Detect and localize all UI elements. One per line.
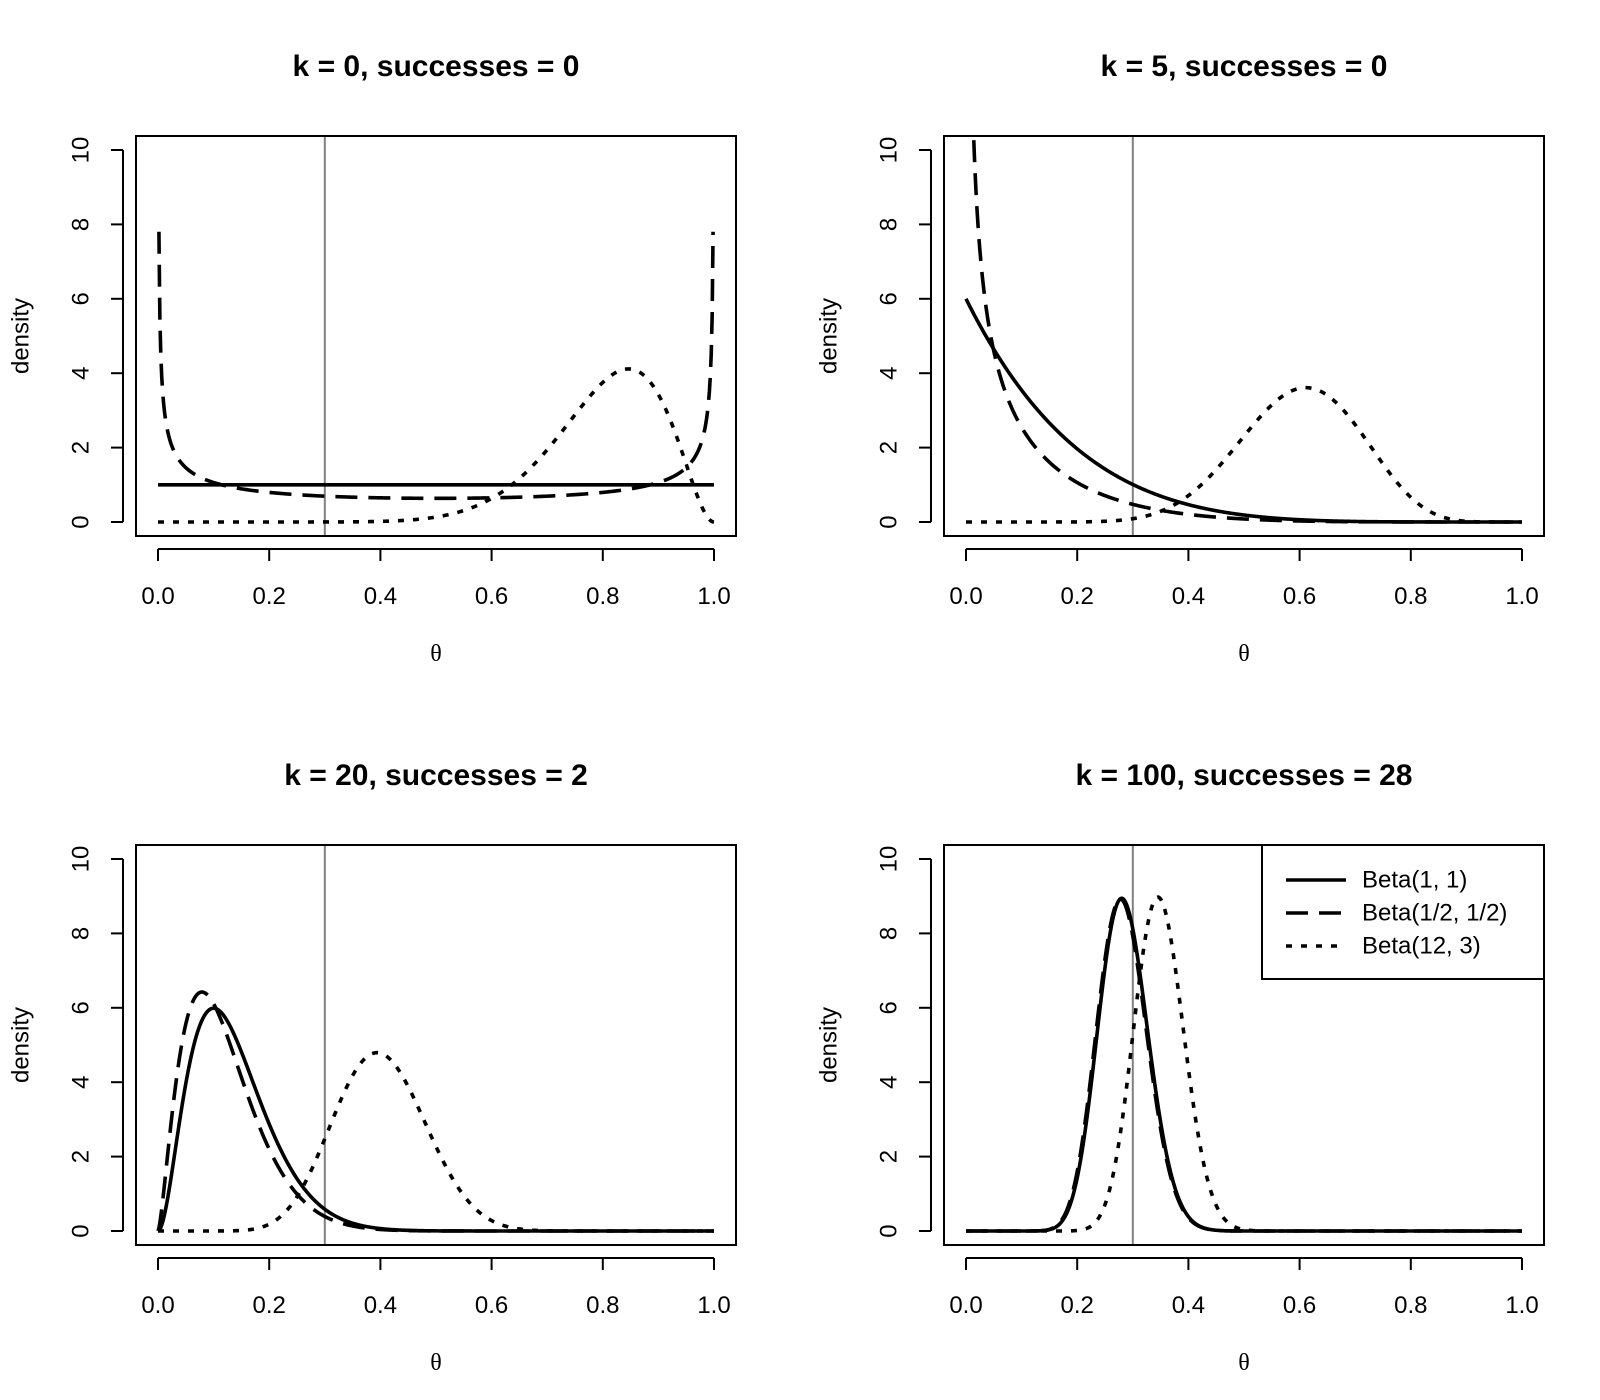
y-tick-label: 8 (876, 927, 903, 940)
x-tick-label: 0.0 (141, 583, 174, 610)
x-tick-label: 1.0 (697, 583, 730, 610)
y-axis: 0 2 4 6 8 10 (68, 846, 124, 1238)
y-tick-label: 2 (68, 1150, 95, 1163)
series-line-dotted (157, 367, 715, 524)
x-tick-label: 0.0 (141, 1292, 174, 1319)
x-axis-label: θ (430, 641, 442, 667)
y-tick-label: 0 (68, 515, 95, 528)
series-group (157, 231, 715, 524)
series-line-dotted (157, 1050, 715, 1233)
y-tick-label: 8 (68, 218, 95, 231)
y-tick-label: 6 (876, 292, 903, 305)
y-tick-label: 6 (876, 1001, 903, 1014)
series-group (156, 990, 715, 1233)
series-line-dashed (971, 136, 1523, 524)
y-tick-label: 10 (68, 137, 95, 164)
series-line-solid (157, 1006, 715, 1233)
x-tick-label: 1.0 (697, 1292, 730, 1319)
x-axis-label: θ (430, 1350, 442, 1376)
x-axis: 0.0 0.2 0.4 0.6 0.8 1.0 (141, 1257, 731, 1319)
x-axis: 0.0 0.2 0.4 0.6 0.8 1.0 (949, 1257, 1539, 1319)
x-tick-label: 0.8 (1394, 583, 1427, 610)
x-tick-label: 0.8 (586, 583, 619, 610)
y-tick-label: 6 (68, 292, 95, 305)
plot-frame (943, 844, 1545, 1246)
y-tick-label: 2 (68, 441, 95, 454)
series-line-dotted (965, 895, 1523, 1233)
y-tick-label: 10 (68, 846, 95, 873)
legend: Beta(1, 1) Beta(1/2, 1/2) Beta(12, 3) (1261, 844, 1545, 980)
plot-frame (943, 135, 1545, 537)
y-tick-label: 8 (68, 927, 95, 940)
x-tick-label: 0.4 (1172, 1292, 1205, 1319)
series-line-dashed (156, 990, 715, 1233)
plot-frame (135, 135, 737, 537)
legend-label: Beta(1, 1) (1362, 867, 1467, 894)
y-axis-label: density (816, 1007, 843, 1083)
legend-label: Beta(12, 3) (1362, 933, 1481, 960)
y-axis-label: density (8, 1007, 35, 1083)
series-group (965, 895, 1523, 1233)
panel-2: k = 5, successes = 0 0.0 0.2 0.4 0.6 0.8 1.0 θ 0… (816, 50, 1545, 667)
y-axis: 0 2 4 6 8 10 (876, 846, 932, 1238)
y-tick-label: 2 (876, 441, 903, 454)
x-tick-label: 0.0 (949, 1292, 982, 1319)
legend-label: Beta(1/2, 1/2) (1362, 900, 1507, 927)
y-tick-label: 4 (68, 1076, 95, 1089)
y-tick-label: 0 (876, 515, 903, 528)
y-axis: 0 2 4 6 8 10 (876, 137, 932, 529)
y-tick-label: 4 (876, 1076, 903, 1089)
series-line-dashed (157, 231, 715, 501)
x-axis-label: θ (1238, 1350, 1250, 1376)
panel-3: k = 20, successes = 2 0.0 0.2 0.4 0.6 0.8 1.0 θ… (8, 759, 737, 1376)
chart-title: k = 100, successes = 28 (1076, 759, 1413, 792)
x-tick-label: 0.2 (253, 583, 286, 610)
y-tick-label: 10 (876, 846, 903, 873)
x-tick-label: 0.4 (364, 1292, 397, 1319)
chart-title: k = 5, successes = 0 (1101, 50, 1388, 83)
plot-frame (135, 844, 737, 1246)
x-tick-label: 1.0 (1505, 583, 1538, 610)
legend-box (1261, 844, 1545, 980)
y-tick-label: 10 (876, 137, 903, 164)
y-axis: 0 2 4 6 8 10 (68, 137, 124, 529)
y-tick-label: 4 (68, 367, 95, 380)
x-tick-label: 0.8 (1394, 1292, 1427, 1319)
y-axis-label: density (8, 298, 35, 374)
x-tick-label: 0.6 (475, 1292, 508, 1319)
x-tick-label: 0.8 (586, 1292, 619, 1319)
y-tick-label: 6 (68, 1001, 95, 1014)
series-group (964, 136, 1523, 524)
x-tick-label: 0.2 (253, 1292, 286, 1319)
y-tick-label: 0 (876, 1224, 903, 1237)
series-line-dotted (965, 385, 1523, 524)
x-axis: 0.0 0.2 0.4 0.6 0.8 1.0 (141, 548, 731, 610)
x-tick-label: 0.6 (1283, 1292, 1316, 1319)
panel-1: k = 0, successes = 0 0.0 0.2 0.4 0.6 0.8 1.0 θ 0… (8, 50, 737, 667)
x-axis: 0.0 0.2 0.4 0.6 0.8 1.0 (949, 548, 1539, 610)
x-tick-label: 0.0 (949, 583, 982, 610)
series-line-solid (964, 297, 1523, 524)
x-tick-label: 0.2 (1061, 1292, 1094, 1319)
x-tick-label: 0.2 (1061, 583, 1094, 610)
x-tick-label: 0.6 (475, 583, 508, 610)
chart-title: k = 20, successes = 2 (284, 759, 588, 792)
chart-title: k = 0, successes = 0 (293, 50, 580, 83)
y-axis-label: density (816, 298, 843, 374)
y-tick-label: 2 (876, 1150, 903, 1163)
panel-4: k = 100, successes = 28 0.0 0.2 0.4 0.6 0.8 1.… (816, 759, 1545, 1376)
x-tick-label: 0.6 (1283, 583, 1316, 610)
x-tick-label: 0.4 (1172, 583, 1205, 610)
x-tick-label: 1.0 (1505, 1292, 1538, 1319)
y-tick-label: 4 (876, 367, 903, 380)
x-axis-label: θ (1238, 641, 1250, 667)
y-tick-label: 8 (876, 218, 903, 231)
x-tick-label: 0.4 (364, 583, 397, 610)
y-tick-label: 0 (68, 1224, 95, 1237)
